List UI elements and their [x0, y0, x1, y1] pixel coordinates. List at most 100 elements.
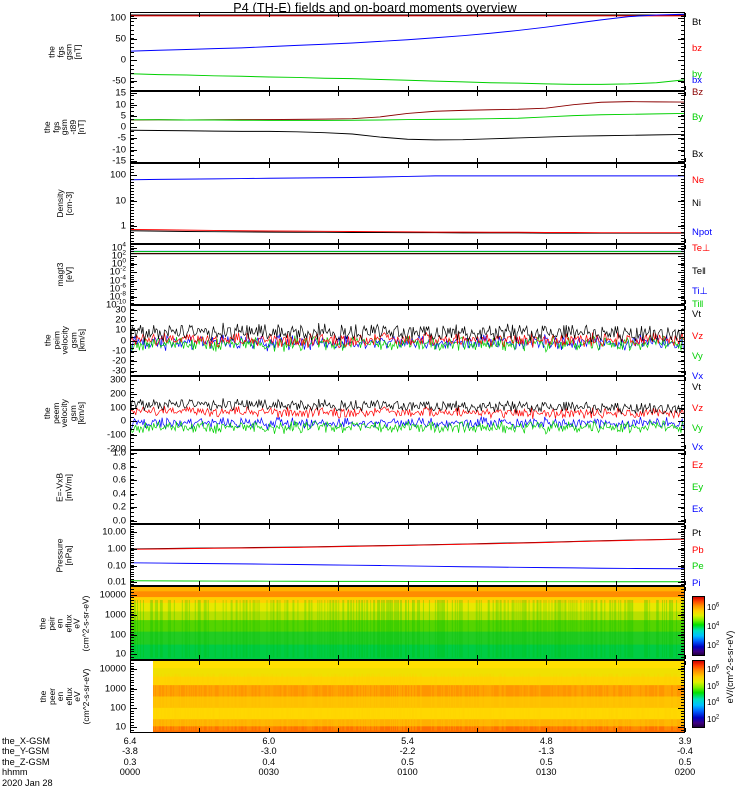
y-minor-tick: [681, 206, 684, 208]
x-tick-mark: [476, 451, 478, 455]
y-minor-tick: [681, 352, 684, 354]
y-minor-tick: [131, 25, 134, 27]
y-minor-tick: [681, 246, 684, 248]
y-minor-tick: [681, 20, 684, 22]
y-minor-tick: [681, 123, 684, 124]
y-tick-mark: [678, 18, 684, 20]
y-tick-label: 15: [115, 87, 126, 99]
y-tick-label: 50: [115, 33, 126, 45]
x-tick-mark: [615, 13, 617, 17]
panel-magt3: [130, 244, 685, 305]
y-minor-tick: [131, 543, 134, 545]
x-tick-mark: [407, 655, 409, 659]
y-minor-tick: [131, 654, 134, 656]
y-minor-tick: [681, 594, 684, 596]
y-minor-tick: [131, 175, 134, 177]
y-minor-tick: [131, 608, 134, 610]
y-minor-tick: [131, 123, 134, 124]
y-tick-mark: [678, 330, 684, 332]
x-tick-mark: [268, 300, 270, 304]
y-minor-tick: [131, 16, 134, 18]
y-tick-mark: [678, 407, 684, 409]
axis-column-0100: 5.4 -2.2 0.5 0100: [378, 736, 438, 778]
y-tick-mark: [131, 595, 137, 597]
x-tick-mark: [685, 92, 686, 96]
colorbar-electron: [692, 660, 705, 728]
y-tick-label: 200: [110, 388, 126, 400]
x-tick-mark: [546, 525, 548, 529]
y-minor-tick: [131, 20, 134, 22]
y-tick-mark: [678, 493, 684, 495]
y-minor-tick: [131, 576, 134, 578]
y-tick-mark: [131, 264, 137, 266]
y-minor-tick: [681, 312, 684, 314]
y-minor-tick: [681, 396, 684, 398]
y-minor-tick: [131, 253, 134, 255]
x-tick-mark: [268, 158, 270, 162]
x-tick-mark: [338, 306, 340, 310]
y-minor-tick: [131, 364, 134, 366]
y-tick-mark: [131, 93, 137, 95]
y-minor-tick: [681, 611, 684, 613]
y-tick-label: 100: [110, 12, 126, 24]
y-tick-mark: [131, 360, 137, 362]
y-minor-tick: [681, 293, 684, 295]
x-tick-mark: [685, 300, 686, 304]
x-tick-mark: [199, 86, 201, 90]
y-minor-tick: [131, 591, 134, 593]
y-ticks-peir-spectrogram: 10000 1000 100 10: [68, 586, 126, 660]
y-minor-tick: [681, 550, 684, 552]
y-minor-tick: [681, 569, 684, 571]
x-tick-mark: [199, 92, 201, 96]
x-tick-mark: [338, 245, 340, 249]
y-minor-tick: [131, 535, 134, 537]
x-tick-mark: [130, 371, 131, 375]
x-tick-mark: [615, 525, 617, 529]
y-minor-tick: [681, 127, 684, 128]
y-tick-label: 10: [115, 99, 126, 110]
y-minor-tick: [681, 441, 684, 443]
y-minor-tick: [681, 234, 684, 236]
y-tick-mark: [131, 727, 137, 729]
y-tick-mark: [131, 330, 137, 332]
y-minor-tick: [681, 404, 684, 406]
x-tick-mark: [685, 655, 686, 659]
x-tick-mark: [338, 300, 340, 304]
y-minor-tick: [131, 267, 134, 269]
y-minor-tick: [131, 547, 134, 549]
y-minor-tick: [681, 115, 684, 116]
y-minor-tick: [131, 482, 134, 484]
y-minor-tick: [681, 682, 684, 684]
y-minor-tick: [131, 462, 134, 464]
x-tick-mark: [615, 306, 617, 310]
y-minor-tick: [131, 143, 134, 144]
y-ticks-density: 100 10 1: [68, 163, 126, 244]
y-minor-tick: [131, 320, 134, 322]
x-tick-mark: [476, 445, 478, 449]
y-minor-tick: [681, 155, 684, 156]
y-minor-tick: [131, 127, 134, 128]
y-minor-tick: [681, 135, 684, 136]
y-minor-tick: [681, 139, 684, 140]
y-minor-tick: [681, 591, 684, 593]
axis-value-z: 0.4: [262, 756, 276, 767]
y-minor-tick: [131, 433, 134, 435]
y-minor-tick: [681, 576, 684, 578]
y-minor-tick: [131, 716, 134, 718]
y-minor-tick: [681, 340, 684, 342]
y-tick-label: 10: [115, 721, 126, 733]
y-tick-mark: [131, 138, 137, 140]
y-minor-tick: [681, 328, 684, 330]
y-tick-mark: [131, 272, 137, 274]
y-ticks-pressure: 10.00 1.00 0.10 0.01: [68, 524, 126, 587]
y-minor-tick: [681, 191, 684, 193]
y-minor-tick: [131, 302, 134, 304]
y-minor-tick: [131, 507, 134, 509]
y-minor-tick: [131, 203, 134, 205]
y-tick-mark: [131, 453, 137, 455]
y-minor-tick: [681, 499, 684, 501]
y-tick-label: 30: [115, 304, 126, 316]
y-minor-tick: [681, 614, 684, 616]
y-minor-tick: [681, 413, 684, 414]
legend-item-Bz: Bz: [692, 87, 704, 98]
